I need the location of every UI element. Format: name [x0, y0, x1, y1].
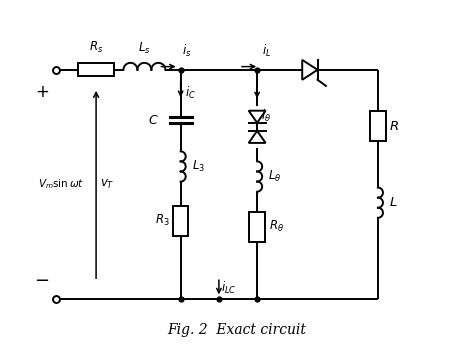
Text: $R_3$: $R_3$ — [155, 213, 169, 228]
Text: $R_\theta$: $R_\theta$ — [269, 219, 284, 234]
Text: $i_C$: $i_C$ — [185, 85, 196, 101]
Bar — [249, 212, 265, 242]
Text: $i_s$: $i_s$ — [182, 42, 191, 59]
Text: $V_m \sin\omega t$: $V_m \sin\omega t$ — [38, 178, 84, 191]
Text: $L_3$: $L_3$ — [192, 159, 205, 174]
Text: $L_s$: $L_s$ — [138, 41, 151, 56]
Bar — [173, 206, 188, 236]
Text: $i_{LC}$: $i_{LC}$ — [221, 280, 237, 296]
Text: +: + — [35, 83, 49, 101]
Bar — [370, 111, 385, 141]
Text: Fig. 2  Exact circuit: Fig. 2 Exact circuit — [167, 323, 307, 336]
Text: $i_L$: $i_L$ — [262, 42, 271, 59]
Text: $L_\theta$: $L_\theta$ — [268, 169, 282, 184]
Bar — [78, 63, 114, 76]
Text: $i_\theta$: $i_\theta$ — [261, 108, 271, 124]
Text: −: − — [34, 272, 49, 290]
Text: $R$: $R$ — [389, 120, 399, 133]
Text: $C$: $C$ — [148, 114, 158, 127]
Text: $L$: $L$ — [389, 196, 398, 209]
Text: $v_T$: $v_T$ — [100, 178, 115, 191]
Text: $R_s$: $R_s$ — [89, 39, 103, 55]
